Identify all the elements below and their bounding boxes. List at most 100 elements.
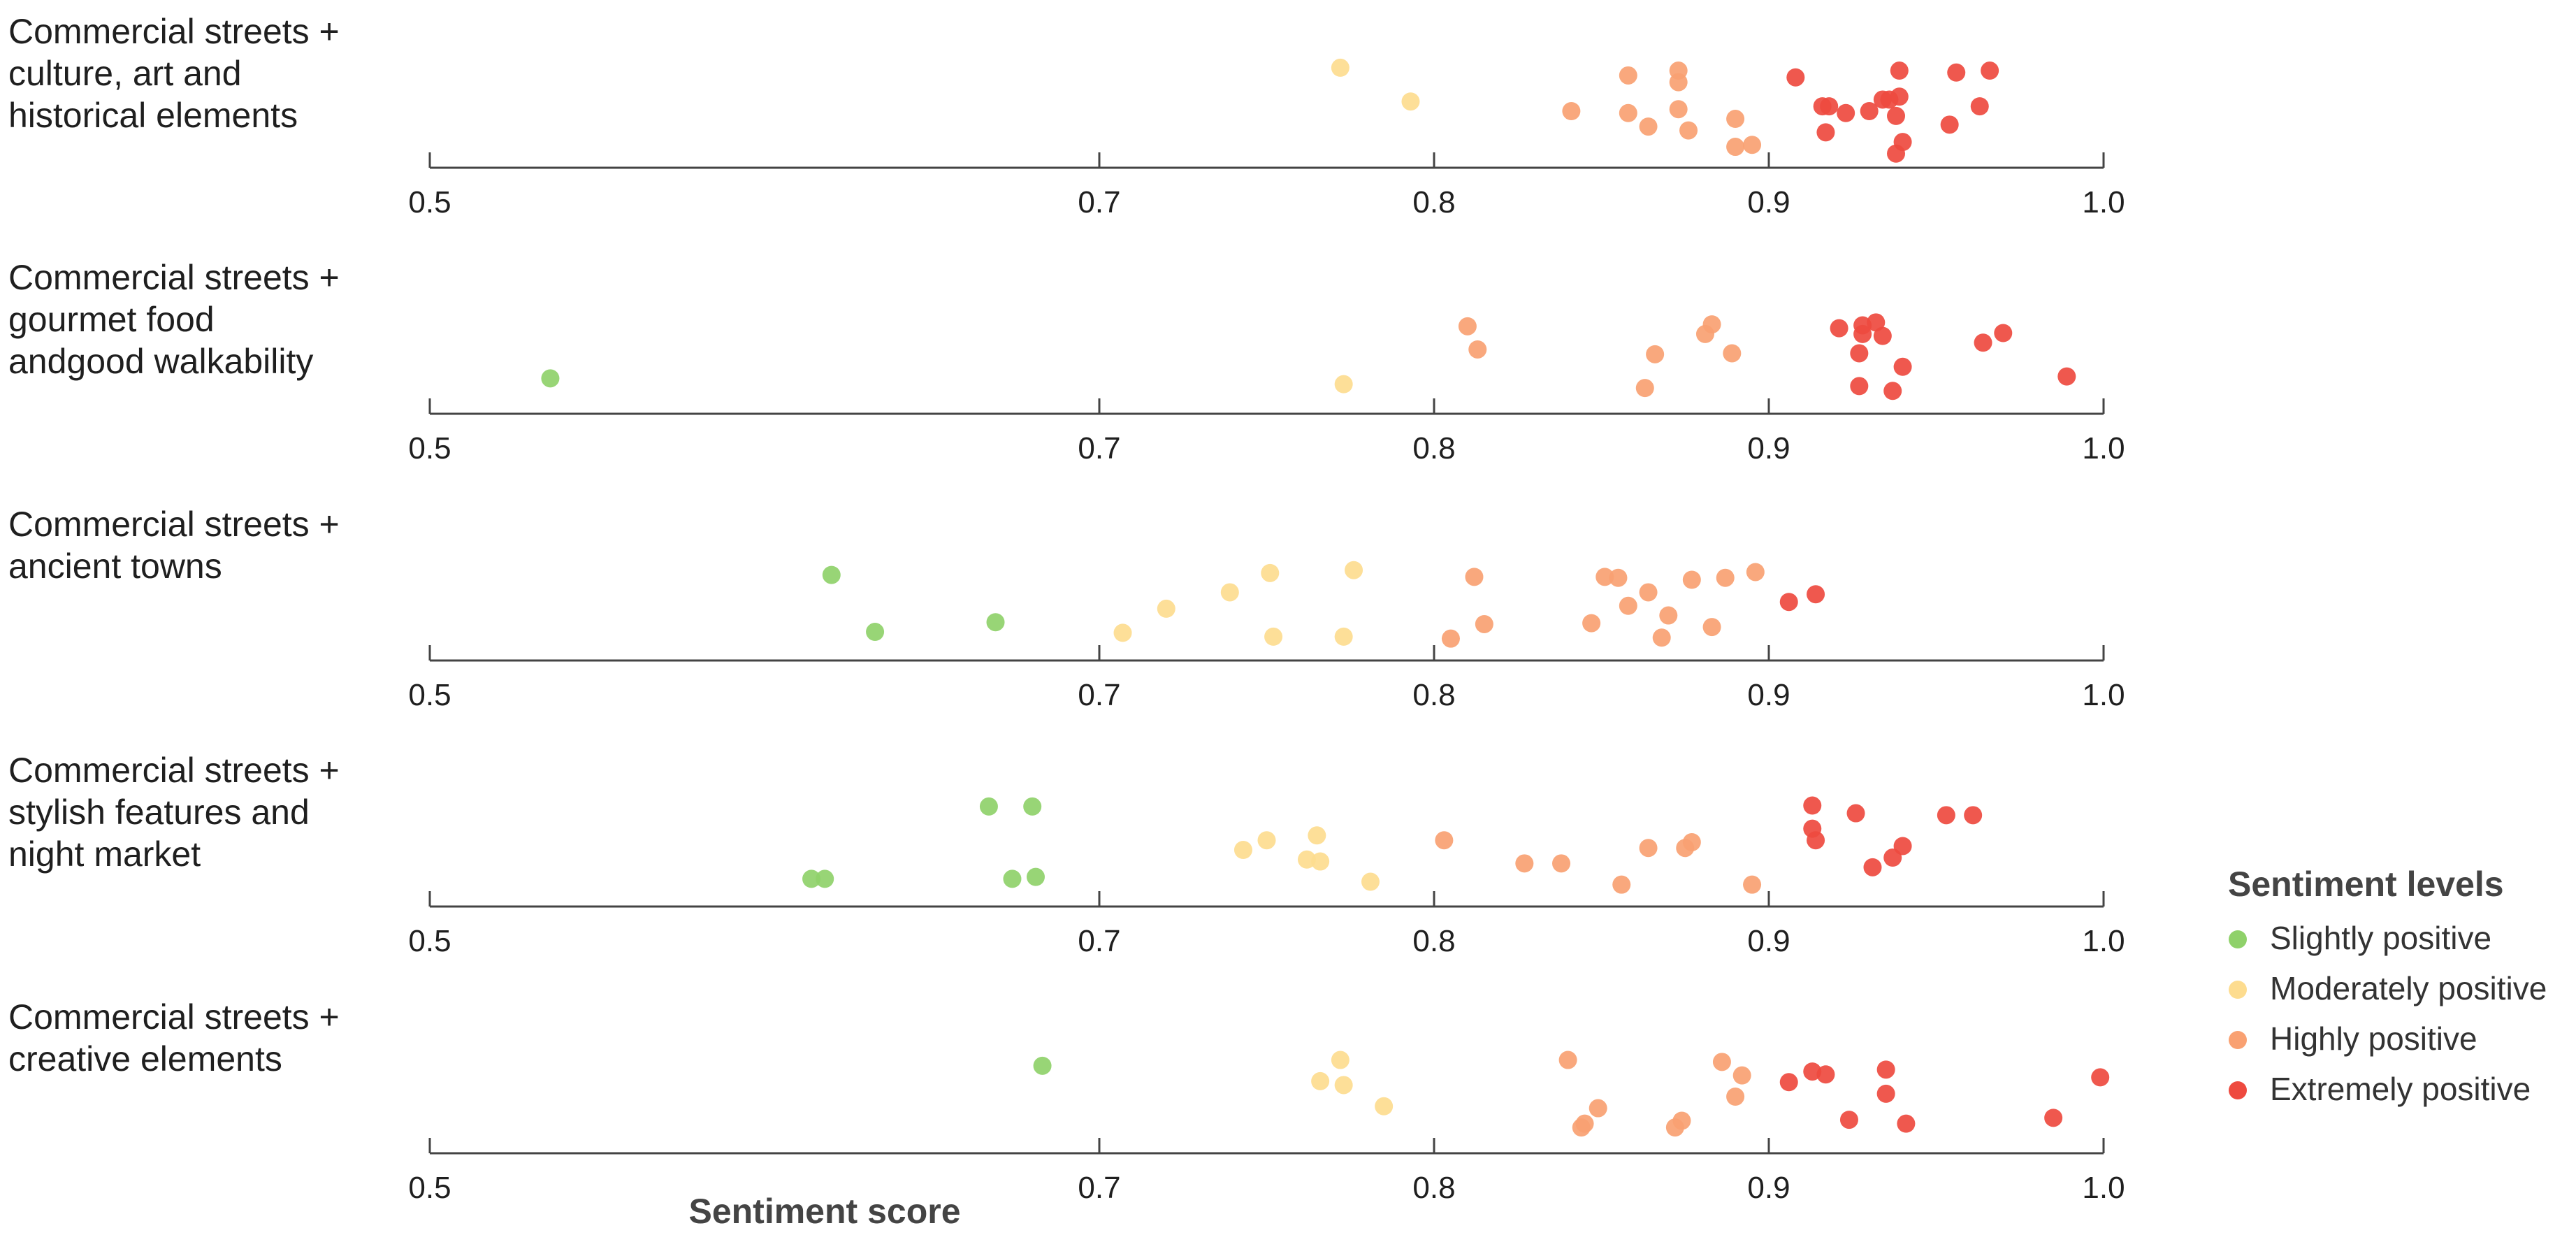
data-point (1850, 344, 1869, 363)
x-axis-title: Sentiment score (688, 1192, 960, 1231)
data-point (1639, 583, 1658, 602)
panel-label-line: Commercial streets + (8, 751, 340, 790)
data-point (1726, 138, 1745, 157)
x-tick-label: 1.0 (2082, 431, 2125, 465)
data-point (1743, 875, 1762, 894)
panel-label-line: creative elements (8, 1039, 282, 1078)
x-tick-label: 0.9 (1747, 431, 1790, 465)
data-point (1003, 869, 1022, 888)
data-point (1672, 1111, 1691, 1130)
data-point (1589, 1099, 1607, 1118)
data-point (1475, 614, 1493, 633)
data-point (1970, 97, 1989, 116)
panel-2: Commercial streets +gourmet foodandgood … (8, 258, 2125, 465)
x-tick-label: 0.5 (408, 1171, 451, 1205)
data-point (1331, 58, 1349, 77)
data-point (1435, 831, 1454, 850)
data-point (1619, 66, 1637, 85)
data-point (1026, 867, 1045, 886)
data-point (1964, 806, 1983, 825)
x-tick-label: 0.7 (1078, 924, 1120, 958)
x-tick-label: 0.5 (408, 431, 451, 465)
data-point (979, 797, 998, 816)
data-point (1860, 102, 1879, 120)
data-point (1839, 1111, 1858, 1129)
legend-title: Sentiment levels (2228, 865, 2504, 904)
data-point (1562, 102, 1581, 120)
legend-label: Extremely positive (2270, 1071, 2531, 1107)
data-point (1375, 1097, 1394, 1116)
data-point (1873, 326, 1892, 345)
data-point (1883, 382, 1902, 400)
data-point (1558, 1051, 1577, 1069)
data-point (1361, 872, 1380, 891)
data-point (1552, 854, 1571, 873)
data-point (1669, 73, 1688, 92)
data-point (1220, 583, 1239, 602)
data-point (1458, 317, 1477, 335)
x-tick-label: 1.0 (2082, 185, 2125, 219)
x-tick-label: 0.9 (1747, 1171, 1790, 1205)
data-point (1846, 804, 1865, 823)
data-point (1786, 68, 1805, 87)
data-point (1893, 837, 1912, 855)
data-point (1401, 92, 1420, 111)
panel-1: Commercial streets +culture, art andhist… (8, 12, 2125, 219)
data-point (1743, 136, 1762, 154)
panels-group: Commercial streets +culture, art andhist… (8, 12, 2125, 1205)
x-tick-label: 0.7 (1078, 431, 1120, 465)
data-point (1682, 832, 1701, 851)
data-point (1940, 115, 1959, 134)
data-point (1702, 618, 1721, 637)
data-point (1712, 1053, 1731, 1071)
panel-label-line: historical elements (8, 96, 298, 135)
x-tick-label: 0.7 (1078, 1171, 1120, 1205)
x-tick-label: 0.5 (408, 924, 451, 958)
x-tick-label: 1.0 (2082, 924, 2125, 958)
data-point (1612, 875, 1631, 894)
data-point (1261, 563, 1280, 582)
data-point (1297, 850, 1316, 869)
panel-label-line: andgood walkability (8, 342, 313, 381)
data-point (1157, 599, 1175, 618)
data-point (1726, 1088, 1745, 1106)
x-tick-label: 0.9 (1747, 678, 1790, 712)
data-point (1779, 593, 1798, 612)
data-point (1807, 585, 1825, 604)
data-point (1732, 1066, 1751, 1085)
data-point (1345, 561, 1363, 579)
data-point (1331, 1051, 1349, 1069)
data-point (1994, 324, 2013, 342)
data-point (2057, 367, 2076, 386)
panel-5: Commercial streets +creative elements 0.5… (8, 997, 2125, 1205)
x-tick-label: 0.8 (1412, 678, 1455, 712)
data-point (1746, 563, 1765, 582)
panel-label-line: stylish features and (8, 793, 310, 832)
data-point (1890, 87, 1909, 106)
data-point (1876, 1060, 1895, 1079)
data-point (1974, 333, 1992, 352)
data-point (986, 613, 1005, 632)
data-point (1515, 854, 1534, 873)
data-point (1233, 841, 1252, 859)
data-point (1807, 831, 1825, 850)
data-point (1876, 1084, 1895, 1103)
panel-4: Commercial streets +stylish features and… (8, 751, 2125, 958)
data-point (1639, 839, 1658, 858)
data-point (1033, 1056, 1052, 1075)
data-point (1981, 62, 1999, 80)
panel-label-line: night market (8, 835, 201, 874)
data-point (1465, 568, 1484, 586)
x-tick-label: 0.7 (1078, 185, 1120, 219)
legend-items: Slightly positive Moderately positive High… (2229, 920, 2547, 1107)
data-point (1334, 375, 1353, 394)
data-point (1803, 796, 1822, 815)
data-point (541, 369, 560, 388)
data-point (1669, 100, 1688, 119)
data-point (1890, 62, 1909, 80)
legend-swatch (2229, 930, 2247, 948)
data-point (1863, 858, 1882, 876)
data-point (1639, 117, 1658, 136)
data-point (1897, 1114, 1916, 1133)
